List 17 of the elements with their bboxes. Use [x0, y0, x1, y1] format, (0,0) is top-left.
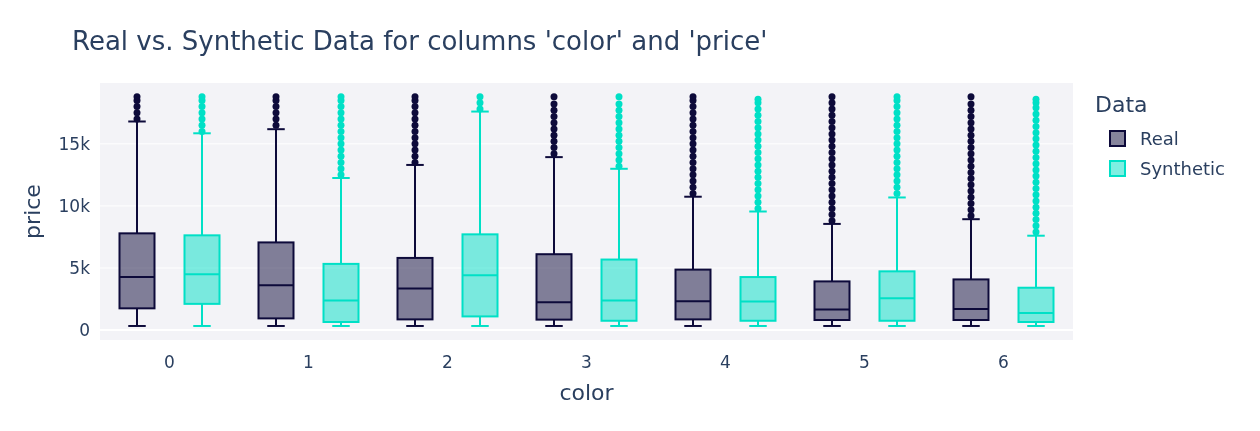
y-axis-title: price — [20, 184, 45, 239]
legend-label: Real — [1140, 128, 1179, 150]
x-axis-title: color — [559, 380, 615, 405]
legend-title: Data — [1095, 92, 1148, 117]
y-tick-label: 5k — [69, 257, 91, 278]
x-tick-label: 1 — [303, 351, 314, 372]
chart-title: Real vs. Synthetic Data for columns 'color' and 'price' — [72, 26, 768, 56]
legend-label: Synthetic — [1140, 158, 1225, 180]
y-tick-label: 0 — [79, 320, 90, 341]
x-tick-label: 2 — [442, 351, 453, 372]
x-tick-label: 6 — [998, 351, 1009, 372]
x-tick-label: 3 — [581, 351, 592, 372]
x-tick-label: 0 — [164, 351, 175, 372]
x-tick-label: 4 — [720, 351, 731, 372]
y-tick-label: 15k — [58, 133, 91, 154]
x-tick-label: 5 — [859, 351, 870, 372]
y-tick-label: 10k — [58, 195, 91, 216]
